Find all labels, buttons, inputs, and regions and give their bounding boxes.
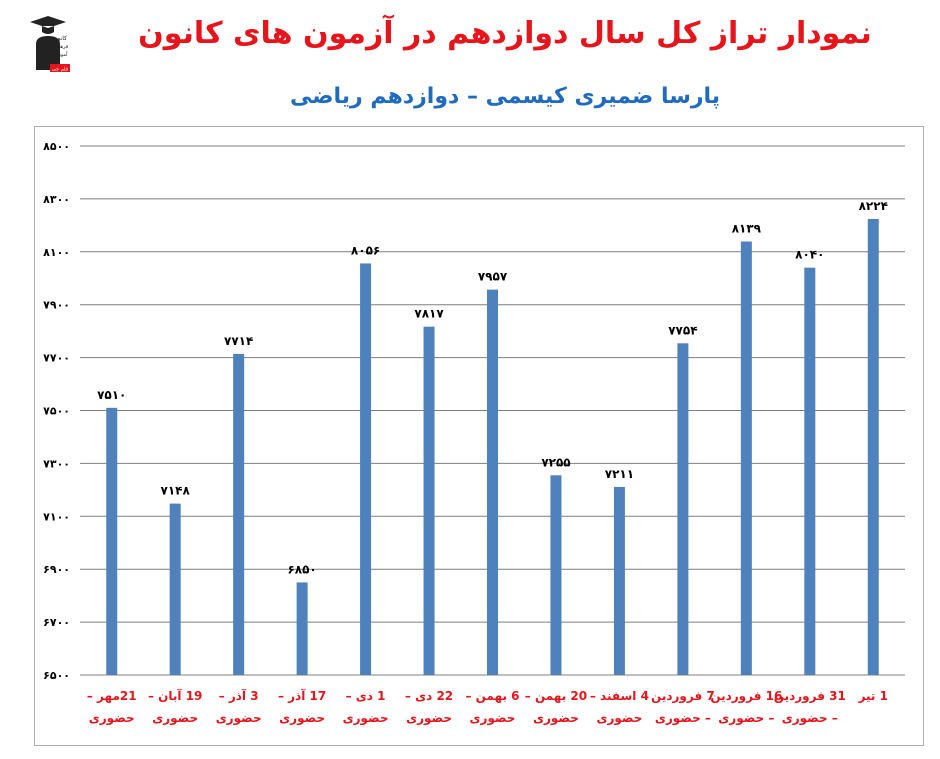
data-label: ۸۲۲۴ <box>859 199 888 213</box>
bar <box>867 219 879 675</box>
data-label: ۶۸۵۰ <box>287 562 316 576</box>
logo-badge <box>50 64 70 72</box>
y-tick-label: ۷۵۰۰ <box>43 405 70 418</box>
y-tick-label: ۷۳۰۰ <box>43 457 70 470</box>
y-tick-label: ۷۹۰۰ <box>43 299 70 312</box>
category-label: 1 تیر <box>858 689 888 703</box>
data-label: ۷۷۱۴ <box>224 334 253 348</box>
data-label: ۸۱۳۹ <box>732 221 762 235</box>
y-tick-label: ۸۵۰۰ <box>43 140 70 153</box>
category-label: 20 بهمن – <box>525 689 587 703</box>
chart-title: نمودار تراز کل سال دوازدهم در آزمون های … <box>138 16 872 51</box>
y-tick-label: ۸۳۰۰ <box>43 193 70 206</box>
chart-subtitle: پارسا ضمیری کیسمی – دوازدهم ریاضی <box>289 84 721 109</box>
data-label: ۷۹۵۷ <box>478 270 508 284</box>
category-label: 3 آذر – <box>219 688 259 703</box>
bar <box>677 343 689 675</box>
bar <box>550 475 562 675</box>
y-tick-label: ۸۱۰۰ <box>43 246 70 259</box>
category-label: 22 دی – <box>405 689 453 703</box>
data-labels: ۷۵۱۰ ۷۱۴۸ ۷۷۱۴ ۶۸۵۰ ۸۰۵۶ ۷۸۱۷ ۷۹۵۷ ۷۲۵۵ ۷۲۱۱ ۷۷۵۴… <box>97 199 888 576</box>
data-label: ۷۵۱۰ <box>97 388 126 402</box>
logo-line-3: آموزش <box>52 51 68 58</box>
data-label: ۸۰۵۶ <box>351 243 380 257</box>
plot-frame <box>34 126 924 746</box>
category-label: حضوری <box>406 711 452 726</box>
y-tick-label: ۶۷۰۰ <box>43 616 70 629</box>
bar <box>613 486 625 675</box>
category-label: 7 فروردین <box>651 689 715 704</box>
category-label: – حضوری <box>718 711 774 726</box>
y-axis-ticks: ۶۵۰۰ ۶۷۰۰ ۶۹۰۰ ۷۱۰۰ ۷۳۰۰ ۷۵۰۰ ۷۷۰۰ ۷۹۰۰ ۸۱۰۰ ۸۳۰۰… <box>43 140 70 682</box>
category-label: 1 دی – <box>346 689 386 703</box>
y-tick-label: ۶۵۰۰ <box>43 669 70 682</box>
category-label: 6 بهمن – <box>466 689 520 703</box>
category-label: حضوری <box>279 711 325 726</box>
bar <box>740 241 752 675</box>
logo-line-2: فرهنگی <box>52 43 69 50</box>
bar <box>106 407 118 675</box>
category-label: حضوری <box>596 711 642 726</box>
logo-figure <box>30 16 66 70</box>
category-label: حضوری <box>152 711 198 726</box>
kanoon-logo: کانون فرهنگی آموزش قلم چی <box>30 16 70 73</box>
category-label: حضوری <box>343 711 389 726</box>
data-label: ۷۸۱۷ <box>414 307 444 321</box>
logo-line-4: قلم چی <box>52 67 69 73</box>
category-label: 17 آذر – <box>278 688 326 703</box>
category-label: 16 فروردین <box>710 689 782 704</box>
category-label: حضوری <box>533 711 579 726</box>
bar <box>804 267 816 675</box>
category-label: – حضوری <box>655 711 711 726</box>
data-label: ۷۱۴۸ <box>161 484 191 498</box>
category-label: حضوری <box>216 711 262 726</box>
data-label: ۷۲۱۱ <box>605 467 634 481</box>
category-label: حضوری <box>470 711 516 726</box>
y-tick-label: ۷۱۰۰ <box>43 510 70 523</box>
bars <box>106 219 879 675</box>
category-label: 21مهر – <box>87 689 137 703</box>
logo-line-1: کانون <box>53 35 67 42</box>
bar <box>360 263 372 675</box>
bar <box>296 582 308 675</box>
category-label: 31 فروردین <box>774 689 846 704</box>
x-axis-categories: 21مهر – حضوری 19 آبان – حضوری 3 آذر – حضوری 17… <box>87 688 888 726</box>
bar <box>423 326 435 675</box>
data-label: ۷۲۵۵ <box>541 455 570 469</box>
bar <box>169 503 181 675</box>
bar <box>487 289 498 675</box>
category-label: 19 آبان – <box>148 688 202 703</box>
bar <box>233 353 245 675</box>
data-label: ۷۷۵۴ <box>668 323 697 337</box>
category-label: 4 اسفند – <box>590 689 649 703</box>
category-label: حضوری <box>89 711 135 726</box>
data-label: ۸۰۴۰ <box>795 248 824 262</box>
y-tick-label: ۷۷۰۰ <box>43 352 70 365</box>
category-label: – حضوری <box>782 711 838 726</box>
y-tick-label: ۶۹۰۰ <box>43 563 70 576</box>
